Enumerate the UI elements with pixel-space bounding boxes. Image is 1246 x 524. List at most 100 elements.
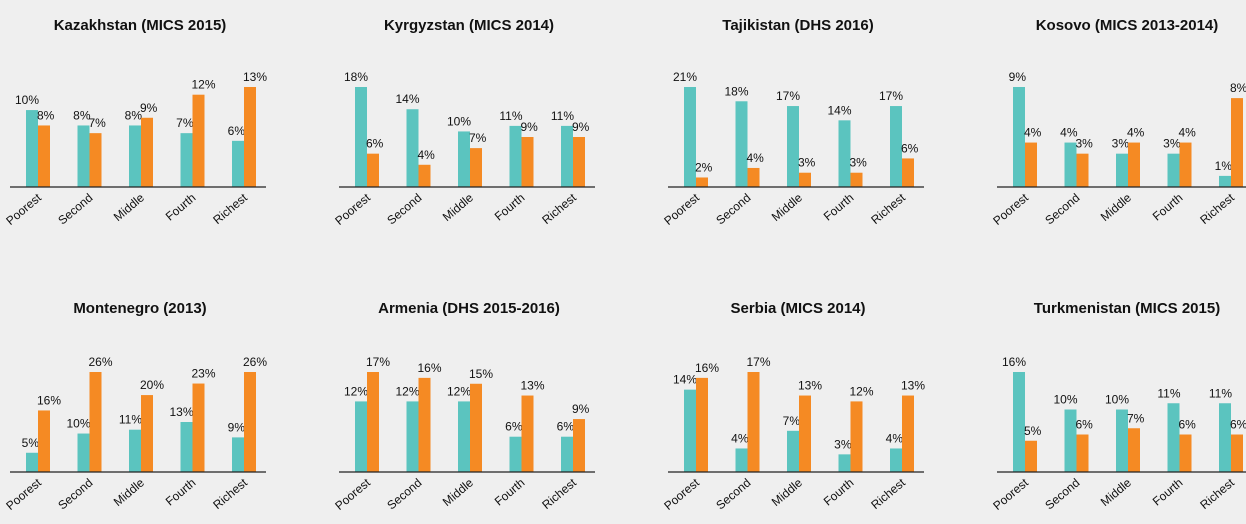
panel-title: Kazakhstan (MICS 2015): [54, 17, 227, 34]
bar: [38, 410, 50, 472]
bar: [26, 110, 38, 187]
bar: [902, 395, 914, 472]
category-label: Second: [1042, 476, 1082, 513]
category-label: Richest: [539, 190, 579, 227]
value-label: 10%: [66, 417, 90, 431]
value-label: 20%: [140, 378, 164, 392]
panel-title: Turkmenistan (MICS 2015): [1034, 300, 1220, 317]
bar: [192, 94, 205, 187]
bar: [509, 125, 522, 187]
bar: [735, 101, 748, 187]
value-label: 9%: [1009, 70, 1027, 84]
value-label: 4%: [1179, 126, 1197, 140]
category-label: Poorest: [661, 190, 702, 228]
value-label: 16%: [1002, 355, 1026, 369]
value-label: 26%: [89, 355, 113, 369]
bar: [129, 429, 141, 472]
category-label: Poorest: [332, 190, 373, 228]
bar: [38, 125, 50, 187]
value-label: 13%: [243, 70, 267, 84]
value-label: 3%: [834, 437, 852, 451]
value-label: 13%: [901, 379, 925, 393]
bar: [244, 372, 256, 472]
bar: [470, 383, 482, 472]
bar: [1064, 142, 1077, 187]
value-label: 15%: [469, 367, 493, 381]
bar: [192, 383, 205, 472]
category-label: Richest: [1197, 475, 1237, 512]
value-label: 11%: [551, 109, 574, 123]
bar: [232, 437, 244, 472]
bar: [850, 401, 863, 472]
category-label: Fourth: [163, 476, 199, 509]
value-label: 8%: [73, 108, 91, 122]
category-label: Middle: [1098, 190, 1134, 224]
bar: [1179, 142, 1192, 187]
bar: [458, 401, 470, 472]
category-label: Poorest: [3, 475, 44, 513]
bar: [89, 133, 102, 187]
bar: [180, 133, 193, 187]
value-label: 8%: [125, 108, 143, 122]
value-label: 2%: [695, 160, 713, 174]
value-label: 17%: [747, 355, 771, 369]
value-label: 8%: [37, 108, 55, 122]
value-label: 26%: [243, 355, 267, 369]
bar: [141, 395, 153, 472]
value-label: 3%: [1112, 137, 1130, 151]
value-label: 4%: [886, 431, 904, 445]
bar: [1219, 403, 1231, 472]
bar: [799, 395, 811, 472]
category-label: Second: [384, 191, 424, 228]
bar: [367, 372, 379, 472]
panel: Montenegro (2013) 5% 16% Poorest 10% 26% Secon…: [3, 300, 267, 513]
category-label: Richest: [210, 475, 250, 512]
bar: [838, 120, 851, 187]
bar: [684, 87, 696, 187]
value-label: 10%: [1105, 393, 1129, 407]
value-label: 4%: [1127, 126, 1145, 140]
bar: [1128, 428, 1140, 472]
bar: [141, 117, 153, 187]
category-label: Middle: [769, 475, 805, 509]
category-label: Richest: [868, 475, 908, 512]
bar: [902, 158, 914, 187]
category-label: Middle: [1098, 475, 1134, 509]
value-label: 10%: [1053, 393, 1077, 407]
bar: [573, 137, 585, 187]
bar: [561, 125, 573, 187]
category-label: Middle: [111, 475, 147, 509]
bar: [747, 167, 760, 187]
category-label: Middle: [769, 190, 805, 224]
bar: [1231, 434, 1243, 472]
value-label: 9%: [228, 420, 246, 434]
bar: [232, 140, 244, 187]
panel: Turkmenistan (MICS 2015) 16% 5% Poorest 10% 6…: [990, 300, 1246, 513]
bar: [1179, 434, 1192, 472]
bar: [418, 164, 431, 187]
bar: [1076, 434, 1089, 472]
value-label: 4%: [1024, 126, 1042, 140]
bar: [77, 433, 90, 472]
bar: [1116, 409, 1128, 472]
panel-title: Kyrgyzstan (MICS 2014): [384, 17, 554, 34]
category-label: Richest: [1197, 190, 1237, 227]
value-label: 5%: [1024, 424, 1042, 438]
bar: [747, 372, 760, 472]
value-label: 7%: [1127, 411, 1145, 425]
bar: [573, 419, 585, 472]
category-label: Poorest: [661, 475, 702, 513]
value-label: 11%: [499, 109, 522, 123]
category-label: Middle: [440, 475, 476, 509]
category-label: Fourth: [821, 191, 857, 224]
category-label: Poorest: [3, 190, 44, 228]
bar: [521, 137, 534, 187]
bar: [1231, 98, 1243, 187]
category-label: Second: [384, 476, 424, 513]
value-label: 7%: [89, 116, 107, 130]
value-label: 11%: [1209, 386, 1232, 400]
bar: [735, 448, 748, 472]
category-label: Second: [713, 476, 753, 513]
value-label: 6%: [557, 420, 575, 434]
bar: [1013, 372, 1025, 472]
